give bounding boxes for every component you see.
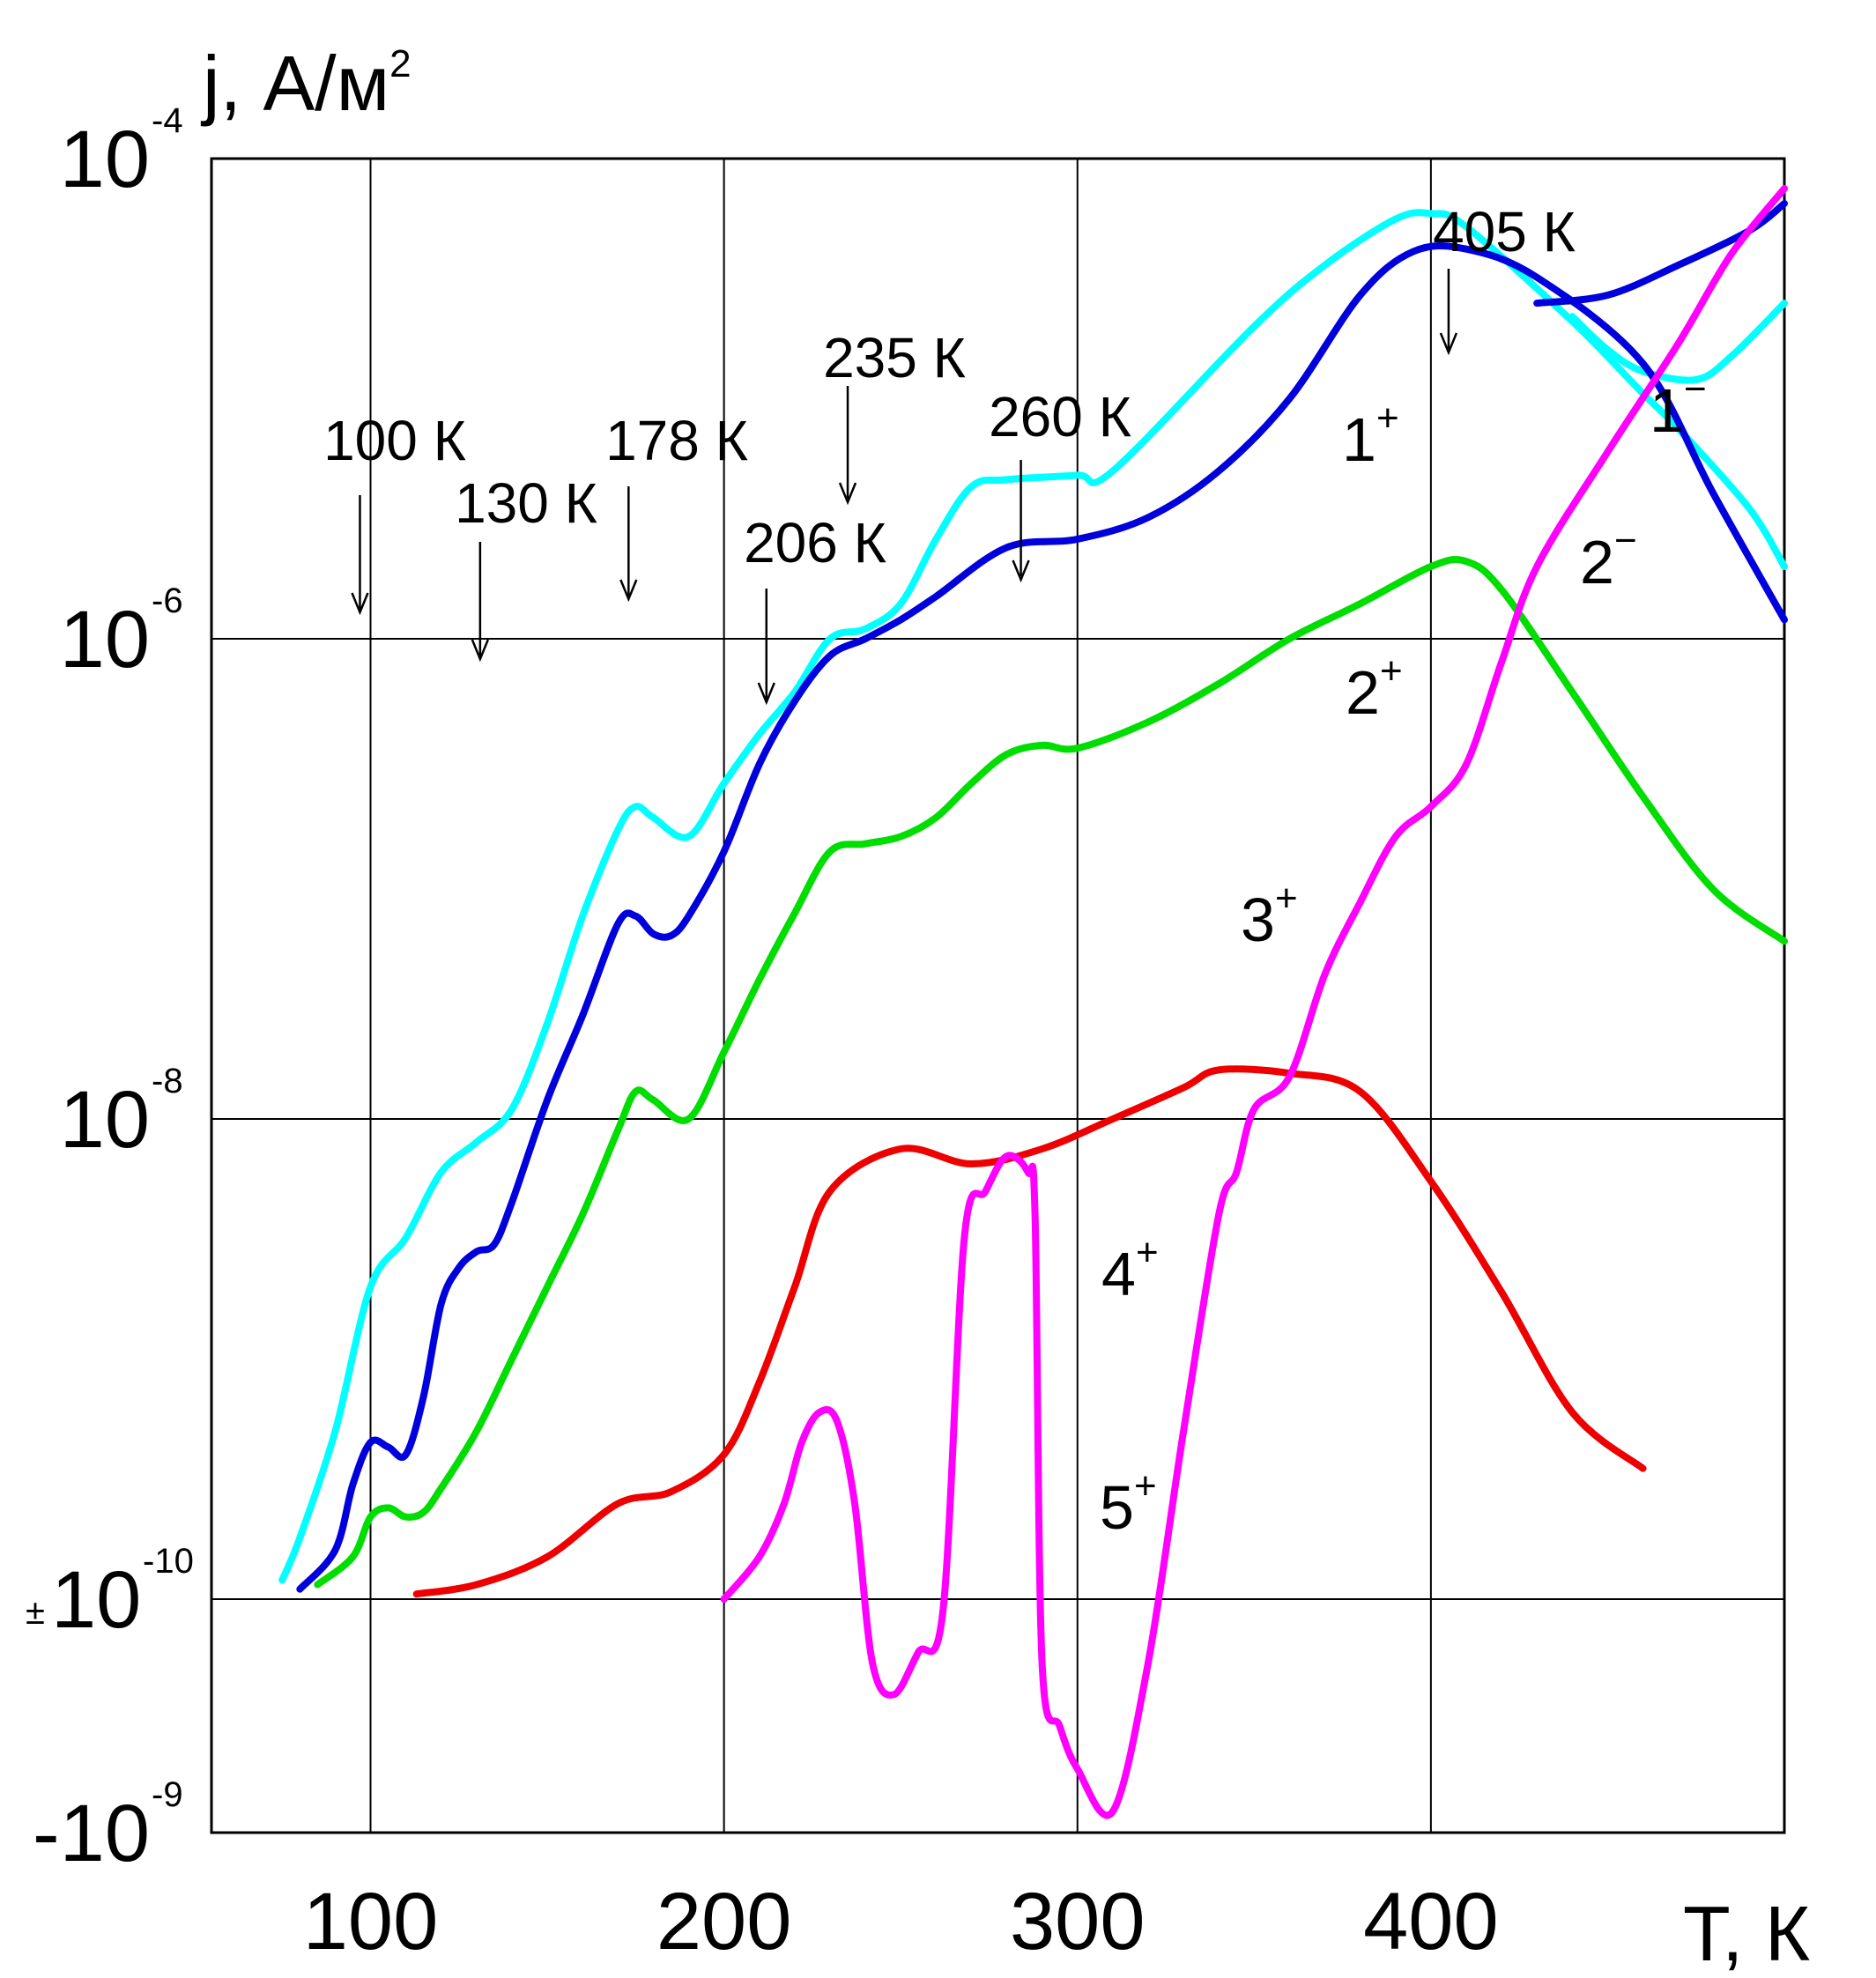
curve-label-2-minus: 2−	[1580, 519, 1637, 596]
annotation-arrowhead-260	[1012, 559, 1030, 583]
y-tick-exp-3: -10	[143, 1542, 194, 1581]
annotation-label-260: 260 К	[989, 385, 1131, 448]
series-group	[278, 185, 1788, 1819]
annotation-arrowhead-235	[838, 482, 857, 506]
annotation-arrowhead-100	[351, 592, 369, 616]
y-tick-exp-1: -6	[152, 582, 183, 620]
curve-label-3-plus-number: 3	[1241, 885, 1275, 954]
curve-label-1-plus-number: 1	[1342, 405, 1376, 474]
curve-label-1-plus: 1+	[1342, 396, 1399, 474]
curve-label-4-plus-number: 4	[1101, 1240, 1136, 1308]
curve-label-1-minus: 1−	[1650, 367, 1707, 445]
annotation-arrowhead-405	[1439, 332, 1458, 356]
curve-labels: 1+ 1−2−2+3+4+5+	[1100, 367, 1707, 1542]
series-line-1-minus	[1568, 300, 1788, 384]
series-line-5-plus	[720, 185, 1788, 1819]
series-line-1-plus	[278, 209, 1788, 1584]
annotation-label-235: 235 К	[823, 326, 966, 389]
x-tick-label-200: 200	[656, 1877, 792, 1967]
y-tick-exp-2: -8	[152, 1062, 183, 1100]
curve-label-5-plus: 5+	[1100, 1464, 1157, 1542]
x-tick-label-300: 300	[1010, 1877, 1146, 1967]
annotation-arrowhead-206	[757, 682, 775, 706]
curve-label-4-plus-sign: +	[1136, 1231, 1159, 1274]
annotation-label-130: 130 К	[455, 471, 597, 535]
series-line-4-plus	[412, 1065, 1647, 1598]
series-line-2-plus	[296, 242, 1788, 1593]
y-axis-title-sup: 2	[389, 42, 411, 85]
y-tick-base-0: 10	[60, 115, 150, 204]
y-axis-title: j, А/м2	[200, 40, 412, 127]
x-axis-title: T, К	[1683, 1890, 1810, 1977]
curve-label-1-minus-sign: −	[1684, 367, 1707, 411]
curve-label-3-plus-sign: +	[1275, 877, 1298, 920]
x-tick-label-400: 400	[1363, 1877, 1499, 1967]
annotation-arrowhead-178	[619, 579, 638, 603]
curve-label-1-plus-sign: +	[1376, 396, 1399, 440]
annotation-arrowhead-130	[471, 639, 490, 663]
y-tick-exp-0: -4	[152, 101, 183, 140]
curve-label-2-minus-sign: −	[1614, 519, 1637, 562]
grid	[211, 159, 1784, 1833]
annotation-label-405: 405 К	[1433, 200, 1576, 263]
curve-label-2-plus: 2+	[1346, 649, 1403, 727]
curve-label-4-plus: 4+	[1101, 1231, 1159, 1308]
plot-frame	[210, 157, 1786, 1834]
y-tick-pm-sign: ±	[26, 1593, 45, 1632]
y-tick-base-1: 10	[60, 595, 150, 685]
curve-label-2-plus-number: 2	[1346, 658, 1380, 727]
curve-label-1-minus-number: 1	[1650, 376, 1684, 445]
y-tick-base-3: 10	[51, 1555, 141, 1645]
y-axis-title-text: j, А/м	[200, 40, 389, 127]
y-tick-base-2: 10	[60, 1075, 150, 1165]
series-line-3-plus	[314, 555, 1788, 1589]
curve-label-3-plus: 3+	[1241, 877, 1298, 954]
curve-label-2-minus-number: 2	[1580, 528, 1614, 596]
curve-label-5-plus-number: 5	[1100, 1473, 1134, 1542]
y-tick-exp-4: -9	[152, 1775, 183, 1814]
y-tick-base-4: -10	[33, 1789, 150, 1878]
annotation-label-178: 178 К	[605, 409, 748, 472]
curve-label-5-plus-sign: +	[1134, 1464, 1157, 1508]
annotation-label-206: 206 К	[744, 511, 886, 574]
x-tick-label-100: 100	[303, 1877, 439, 1967]
curve-label-2-plus-sign: +	[1380, 649, 1403, 693]
annotation-label-100: 100 К	[323, 409, 466, 472]
